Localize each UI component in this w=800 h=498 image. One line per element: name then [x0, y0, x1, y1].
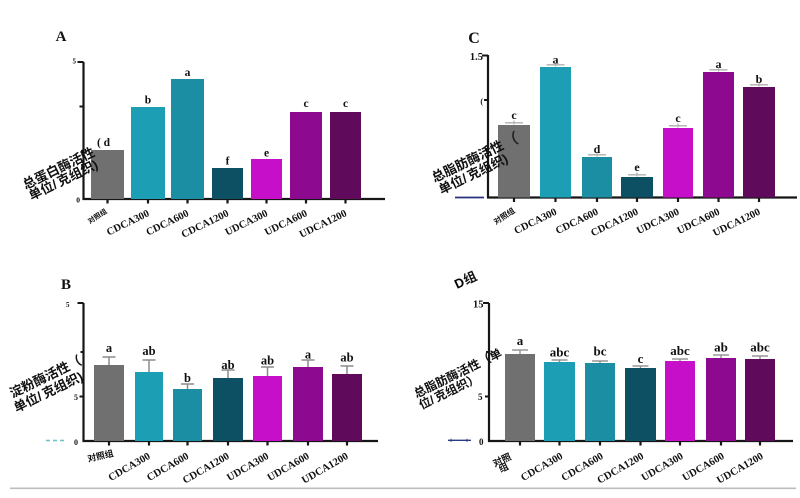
svg-text:B: B [61, 277, 71, 293]
svg-text:b: b [145, 95, 151, 107]
svg-text:a: a [517, 333, 524, 348]
svg-text:c: c [638, 351, 644, 366]
svg-text:a: a [553, 53, 559, 67]
svg-text:5: 5 [73, 58, 77, 66]
svg-text:A: A [56, 29, 67, 45]
svg-text:a: a [185, 67, 191, 79]
svg-text:0: 0 [479, 437, 484, 447]
svg-text:ab: ab [261, 354, 274, 368]
svg-text:5: 5 [74, 393, 78, 402]
svg-text:e: e [634, 160, 640, 174]
svg-text:a: a [106, 341, 113, 355]
svg-text:c: c [343, 98, 348, 110]
svg-text:e: e [264, 148, 269, 160]
svg-text:/: / [427, 393, 437, 407]
svg-text:(: ( [480, 97, 483, 106]
svg-text:d: d [594, 142, 601, 156]
svg-text:c: c [303, 98, 308, 110]
svg-text:5: 5 [66, 301, 70, 309]
svg-text:c: c [675, 111, 681, 125]
svg-text:abc: abc [750, 340, 770, 355]
svg-text:abc: abc [670, 343, 690, 358]
svg-text:15: 15 [473, 300, 484, 311]
svg-text:ab: ab [221, 358, 234, 372]
svg-text:/: / [50, 177, 60, 192]
svg-text:abc: abc [550, 345, 570, 360]
svg-text:): ) [75, 369, 85, 384]
svg-text:0: 0 [76, 196, 80, 205]
svg-text:a: a [716, 57, 722, 71]
svg-text:b: b [184, 371, 191, 385]
svg-text:/: / [460, 171, 470, 186]
svg-text:( d: ( d [97, 137, 111, 149]
svg-text:b: b [756, 72, 763, 86]
svg-text:5: 5 [478, 392, 483, 402]
svg-text:c: c [511, 108, 517, 122]
svg-text:ab: ab [142, 344, 155, 358]
svg-text:f: f [226, 156, 230, 168]
svg-text:): ) [500, 151, 510, 166]
svg-text:a: a [305, 348, 312, 362]
svg-text:/: / [35, 389, 45, 404]
svg-text:1.5: 1.5 [470, 52, 483, 63]
svg-text:C: C [468, 30, 480, 47]
svg-text:ab: ab [340, 351, 353, 365]
svg-text:bc: bc [594, 344, 607, 359]
svg-text:0: 0 [74, 438, 78, 447]
svg-text:): ) [90, 157, 100, 172]
svg-text:ab: ab [714, 340, 728, 355]
